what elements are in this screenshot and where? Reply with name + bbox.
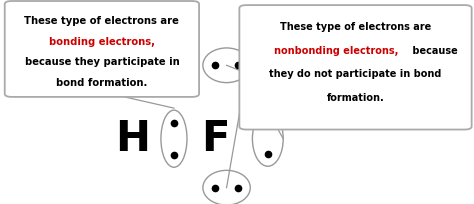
Text: These type of electrons are: These type of electrons are bbox=[280, 22, 431, 32]
Text: H: H bbox=[115, 118, 150, 160]
Text: nonbonding electrons,: nonbonding electrons, bbox=[274, 46, 399, 56]
FancyBboxPatch shape bbox=[5, 1, 199, 97]
FancyBboxPatch shape bbox=[239, 5, 472, 130]
Text: These type of electrons are: These type of electrons are bbox=[25, 16, 179, 26]
Text: because they participate in: because they participate in bbox=[25, 57, 179, 67]
Text: F: F bbox=[201, 118, 230, 160]
Text: formation.: formation. bbox=[327, 93, 384, 103]
Text: bond formation.: bond formation. bbox=[56, 78, 147, 88]
Text: they do not participate in bond: they do not participate in bond bbox=[269, 69, 442, 79]
Text: bonding electrons,: bonding electrons, bbox=[49, 37, 155, 47]
Text: because: because bbox=[410, 46, 458, 56]
